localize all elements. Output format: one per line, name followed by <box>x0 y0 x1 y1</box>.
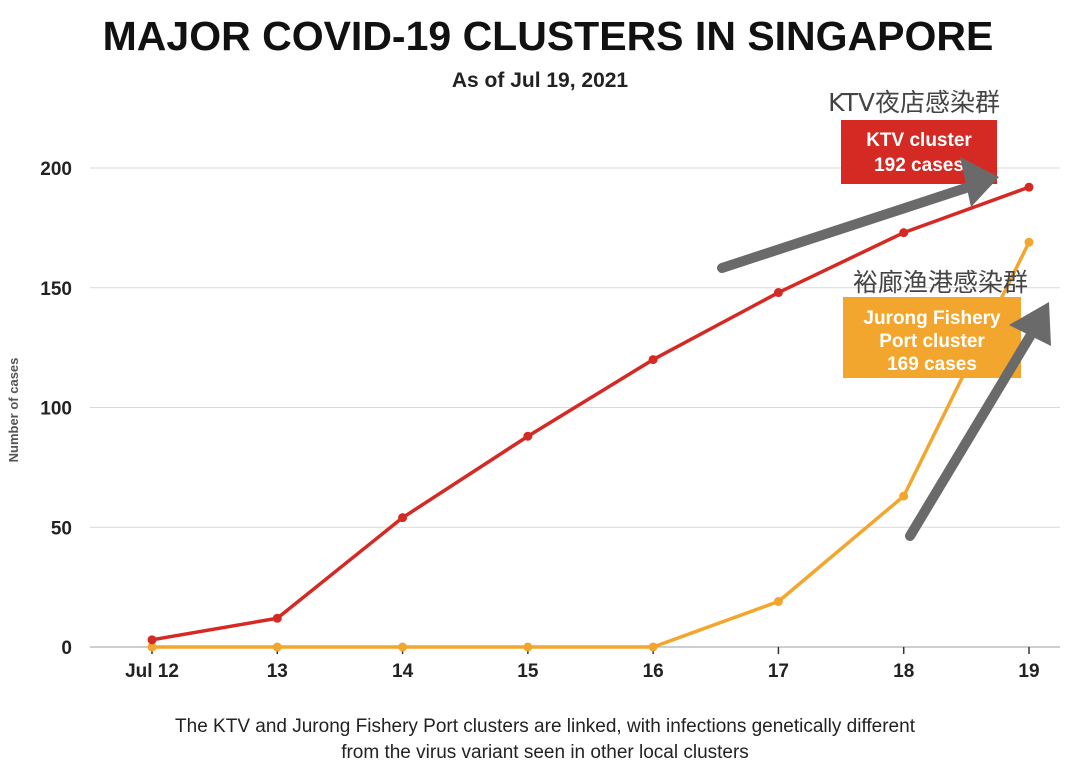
series-line-ktv <box>150 185 1031 642</box>
ktv-label-line1: KTV cluster <box>866 130 972 151</box>
jurong-label-background <box>843 297 1021 378</box>
ktv-label-line2: 192 cases <box>874 155 964 176</box>
data-point-jurong <box>648 642 658 652</box>
data-point-jurong <box>523 642 533 652</box>
y-axis-label: Number of cases <box>6 358 21 463</box>
data-point-ktv <box>899 228 909 238</box>
ktv-arrow-head <box>960 157 999 207</box>
chart-subtitle: As of Jul 19, 2021 <box>452 69 629 92</box>
jurong-arrow-head <box>1009 302 1051 346</box>
x-tick-label: 15 <box>517 661 539 682</box>
ktv-chinese-label: KTV夜店感染群 <box>828 88 1000 117</box>
series-line-jurong <box>150 240 1031 649</box>
data-point-ktv <box>523 431 533 441</box>
data-point-ktv <box>773 288 783 298</box>
jurong-arrow-shaft <box>905 323 1040 541</box>
ktv-label-box: KTV cluster 192 cases <box>841 120 997 184</box>
data-point-ktv <box>147 635 157 645</box>
jurong-label-line2: Port cluster <box>879 331 985 352</box>
ktv-arrow-shaft <box>717 179 983 273</box>
y-tick-label: 100 <box>40 399 72 420</box>
y-tick-label: 150 <box>40 279 72 300</box>
data-point-ktv <box>1024 182 1034 192</box>
jurong-chinese-label: 裕廊渔港感染群 <box>853 268 1028 297</box>
x-tick-label: 13 <box>267 661 288 682</box>
data-point-jurong <box>1024 237 1034 247</box>
x-tick-label: 14 <box>392 661 414 682</box>
x-tick-label: 17 <box>768 661 789 682</box>
data-point-jurong <box>899 491 909 501</box>
chart-title: MAJOR COVID-19 CLUSTERS IN SINGAPORE <box>103 13 994 59</box>
x-tick-label: Jul 12 <box>125 661 179 682</box>
y-tick-label: 50 <box>51 518 72 539</box>
data-point-jurong <box>398 642 408 652</box>
data-point-jurong <box>147 642 157 652</box>
data-point-jurong <box>272 642 282 652</box>
data-point-ktv <box>648 355 658 365</box>
data-point-ktv <box>272 613 282 623</box>
y-tick-label: 0 <box>61 638 72 659</box>
data-point-ktv <box>398 513 408 523</box>
jurong-label-line1: Jurong Fishery <box>863 308 1001 329</box>
x-axis-ticks: Jul 12 13 14 15 16 17 18 19 <box>125 647 1040 682</box>
y-tick-label: 200 <box>40 159 72 180</box>
caption-line1: The KTV and Jurong Fishery Port clusters… <box>175 716 916 737</box>
jurong-label-line3: 169 cases <box>887 354 977 375</box>
x-tick-label: 19 <box>1018 661 1039 682</box>
jurong-label-box: Jurong Fishery Port cluster 169 cases <box>843 297 1021 378</box>
x-tick-label: 16 <box>643 661 664 682</box>
caption-line2: from the virus variant seen in other loc… <box>341 742 749 763</box>
data-point-jurong <box>773 596 783 606</box>
x-tick-label: 18 <box>893 661 914 682</box>
y-axis-ticks: 0 50 100 150 200 <box>40 159 72 659</box>
series <box>147 182 1034 652</box>
